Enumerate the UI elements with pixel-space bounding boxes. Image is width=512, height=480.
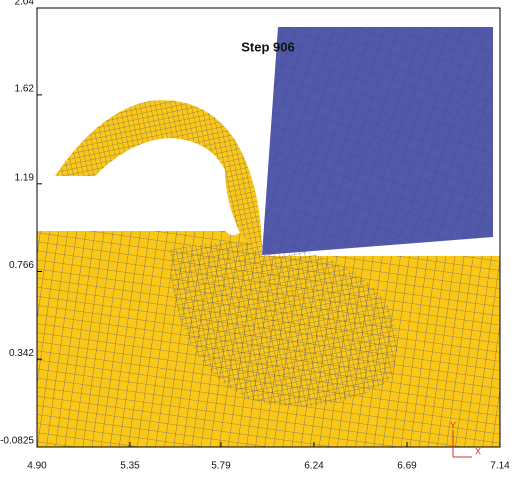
x-tick-label: 6.69 (397, 461, 417, 472)
y-tick-label: 1.62 (15, 84, 35, 95)
y-tick-label: 0.342 (9, 348, 34, 359)
triad-y-label: Y (450, 420, 456, 430)
chart: Step 906 Y X 4.90 5.35 5.79 6.24 6.69 7.14 -0.… (0, 0, 512, 480)
x-tick-label: 5.79 (211, 461, 231, 472)
annotation: Step 906 (241, 39, 294, 54)
x-tick-label: 7.14 (490, 461, 510, 472)
y-tick-label: 0.766 (9, 260, 34, 271)
x-tick-label: 4.90 (27, 461, 47, 472)
y-tick-label: 2.04 (15, 0, 35, 8)
y-tick-label: -0.0825 (0, 436, 34, 447)
x-tick-label: 5.35 (120, 461, 140, 472)
y-tick-label: 1.19 (15, 172, 35, 183)
x-tick-label: 6.24 (304, 461, 324, 472)
mesh-shapes (37, 27, 500, 447)
triad-x-label: X (475, 446, 481, 456)
tool-mesh (262, 27, 493, 255)
